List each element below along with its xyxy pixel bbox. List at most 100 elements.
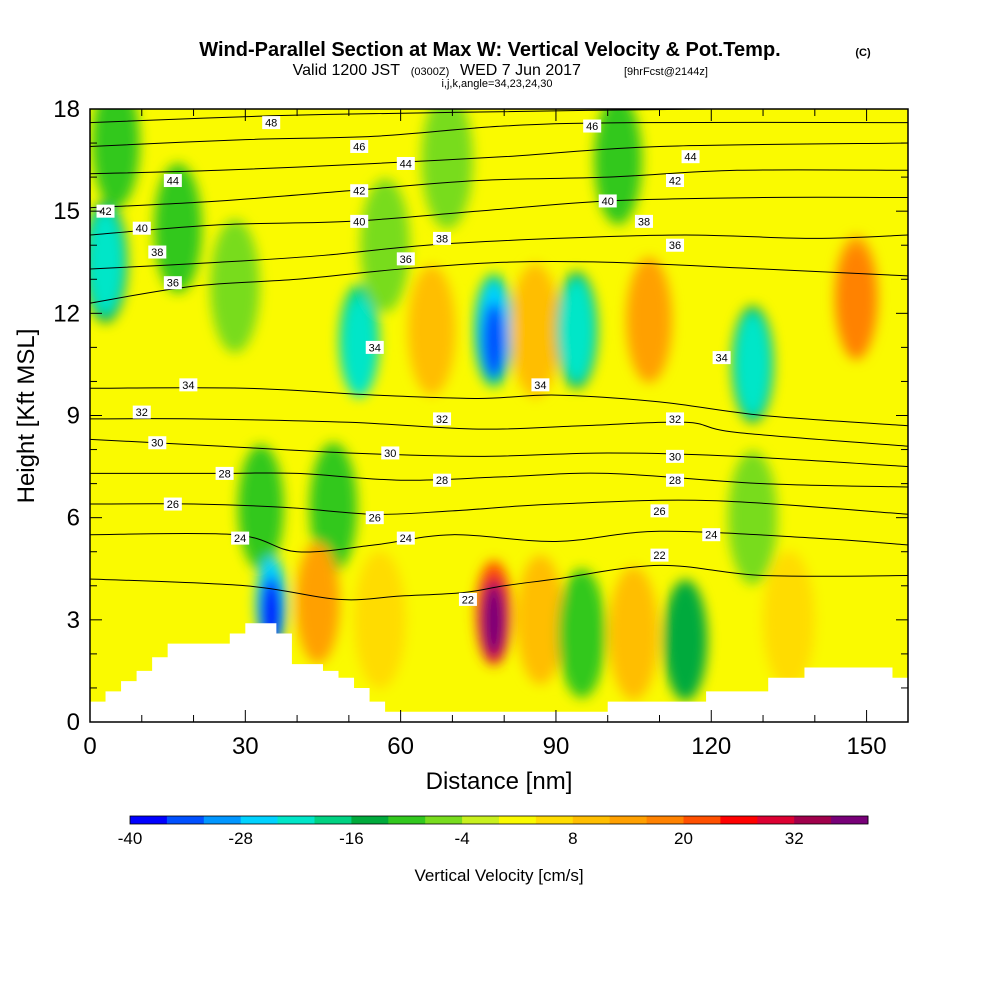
theta-label-44: 44 xyxy=(681,150,700,164)
theta-label-text: 38 xyxy=(436,233,448,245)
w-cell-35 xyxy=(663,579,708,701)
theta-label-text: 48 xyxy=(265,118,277,130)
theta-label-text: 28 xyxy=(669,475,681,487)
theta-contour-34 xyxy=(90,387,908,427)
colorbar-tick-label: -16 xyxy=(339,829,364,848)
theta-label-32: 32 xyxy=(132,405,151,419)
theta-label-bg xyxy=(650,548,669,562)
valid-date: WED 7 Jun 2017 xyxy=(460,62,581,79)
theta-label-46: 46 xyxy=(350,139,369,153)
theta-label-36: 36 xyxy=(163,276,182,290)
colorbar-swatch-12 xyxy=(572,816,611,824)
theta-label-42: 42 xyxy=(96,204,115,218)
w-cell-4 xyxy=(210,219,260,353)
theta-label-text: 34 xyxy=(182,380,194,392)
theta-label-38: 38 xyxy=(433,231,452,245)
w-cell-7 xyxy=(360,178,410,312)
theta-label-bg xyxy=(634,214,653,228)
theta-contour-32 xyxy=(90,418,908,447)
valid-prefix: Valid 1200 JST xyxy=(293,62,401,79)
theta-label-44: 44 xyxy=(163,174,182,188)
y-tick-label: 15 xyxy=(53,198,80,225)
theta-label-32: 32 xyxy=(666,412,685,426)
theta-label-bg xyxy=(666,473,685,487)
w-cell-16 xyxy=(626,257,673,383)
theta-label-bg xyxy=(179,378,198,392)
w-cell-8 xyxy=(407,265,456,396)
theta-label-bg xyxy=(163,276,182,290)
theta-label-text: 46 xyxy=(353,141,365,153)
y-tick-label: 9 xyxy=(67,403,80,430)
theta-label-text: 22 xyxy=(653,550,665,562)
theta-label-text: 32 xyxy=(436,414,448,426)
colorbar-tick-label: -4 xyxy=(455,829,470,848)
theta-label-bg xyxy=(350,139,369,153)
theta-label-32: 32 xyxy=(433,412,452,426)
theta-contour-40 xyxy=(90,196,908,236)
theta-label-text: 44 xyxy=(400,158,412,170)
theta-label-34: 34 xyxy=(531,378,550,392)
theta-contour-42 xyxy=(90,169,908,209)
theta-label-text: 36 xyxy=(669,240,681,252)
x-axis-title: Distance [nm] xyxy=(426,768,573,795)
theta-label-bg xyxy=(433,231,452,245)
theta-label-text: 30 xyxy=(151,438,163,450)
w-cell-36 xyxy=(763,551,815,689)
theta-label-text: 30 xyxy=(384,448,396,460)
theta-label-text: 22 xyxy=(462,594,474,606)
theta-label-bg xyxy=(666,238,685,252)
colorbar-swatch-17 xyxy=(757,816,795,824)
theta-label-bg xyxy=(96,204,115,218)
colorbar-swatch-8 xyxy=(425,816,463,824)
w-cell-28 xyxy=(354,551,406,689)
w-cell-21 xyxy=(836,246,877,360)
theta-label-text: 40 xyxy=(602,196,614,208)
colorbar-swatch-7 xyxy=(388,816,426,824)
theta-label-22: 22 xyxy=(458,592,477,606)
y-tick-label: 18 xyxy=(53,96,80,123)
w-cell-34 xyxy=(608,566,659,701)
theta-label-bg xyxy=(396,156,415,170)
theta-label-bg xyxy=(132,405,151,419)
colorbar-swatch-14 xyxy=(646,816,684,824)
theta-label-bg xyxy=(702,528,721,542)
w-cell-9 xyxy=(421,109,473,229)
forecast-info: [9hrFcst@2144z] xyxy=(624,66,708,78)
theta-label-28: 28 xyxy=(433,473,452,487)
theta-label-bg xyxy=(433,412,452,426)
theta-label-40: 40 xyxy=(598,194,617,208)
theta-label-text: 34 xyxy=(534,380,546,392)
colorbar-swatch-18 xyxy=(794,816,832,824)
theta-label-bg xyxy=(381,446,400,460)
theta-label-46: 46 xyxy=(583,119,602,133)
theta-label-text: 26 xyxy=(653,506,665,518)
theta-label-34: 34 xyxy=(712,351,731,365)
theta-label-bg xyxy=(350,184,369,198)
theta-label-bg xyxy=(666,449,685,463)
theta-label-bg xyxy=(666,174,685,188)
y-tick-label: 0 xyxy=(67,709,80,736)
colorbar-swatch-13 xyxy=(609,816,648,824)
theta-label-text: 24 xyxy=(400,533,412,545)
colorbar-swatch-10 xyxy=(499,816,537,824)
theta-label-36: 36 xyxy=(396,252,415,266)
theta-label-text: 30 xyxy=(669,451,681,463)
colorbar-frame xyxy=(129,815,869,825)
theta-contour-44 xyxy=(90,142,908,175)
theta-label-bg xyxy=(163,174,182,188)
plot-area: 4846464444444242424040403838383636363434… xyxy=(90,109,908,722)
theta-label-bg xyxy=(458,592,477,606)
x-tick-label: 150 xyxy=(847,733,887,760)
w-cell-31 xyxy=(483,583,505,656)
theta-label-bg xyxy=(666,412,685,426)
theta-label-36: 36 xyxy=(666,238,685,252)
theta-label-30: 30 xyxy=(381,446,400,460)
theta-label-30: 30 xyxy=(148,436,167,450)
colorbar-swatch-6 xyxy=(351,816,389,824)
theta-label-text: 28 xyxy=(436,475,448,487)
theta-label-text: 42 xyxy=(669,176,681,188)
potential-temperature-labels: 4846464444444242424040403838383636363434… xyxy=(96,116,731,606)
x-tick-label: 120 xyxy=(691,733,731,760)
